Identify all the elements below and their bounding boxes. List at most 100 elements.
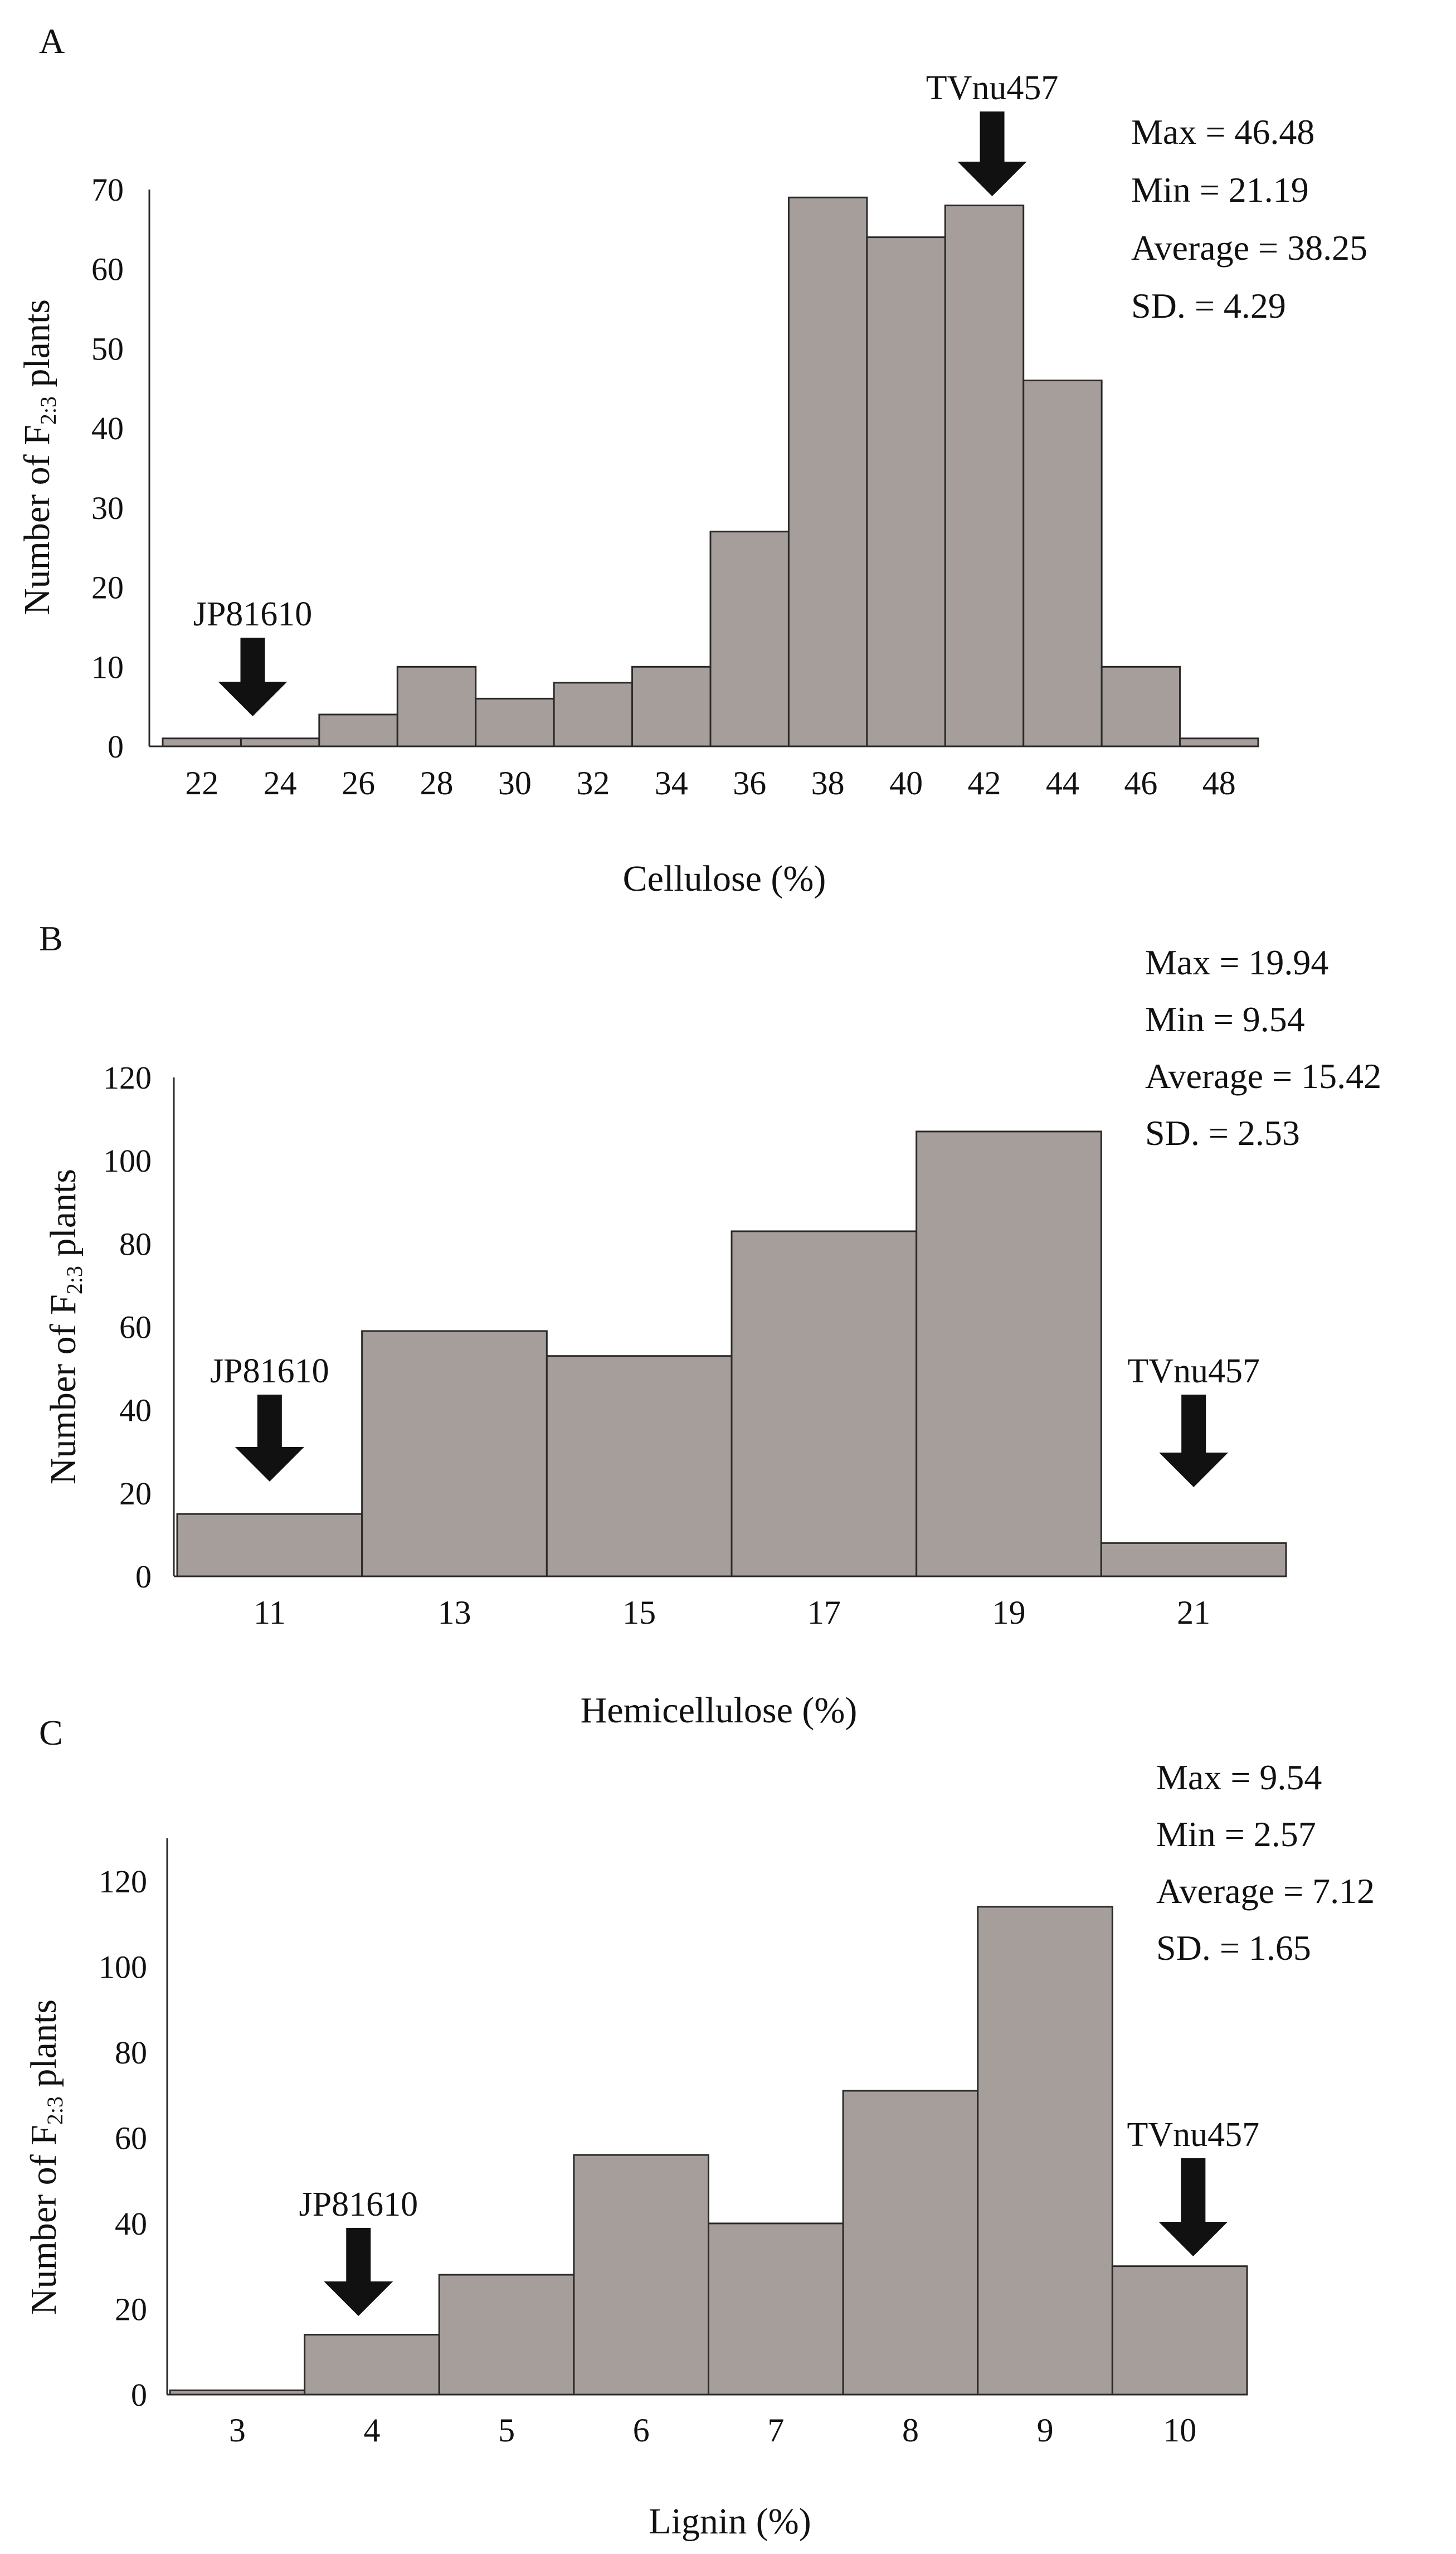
x-axis-label: Hemicellulose (%) xyxy=(581,1690,858,1731)
histogram-bar xyxy=(304,2334,440,2396)
histogram-bar xyxy=(176,1513,363,1577)
annotation-label: TVnu457 xyxy=(1127,2116,1260,2154)
histogram-bar xyxy=(553,682,634,747)
x-tick-label: 17 xyxy=(807,1594,841,1631)
y-tick-label: 100 xyxy=(103,1143,152,1179)
histogram-bar xyxy=(546,1355,733,1577)
histogram-bar xyxy=(787,196,868,747)
stats-line: Average = 7.12 xyxy=(1156,1871,1375,1911)
histogram-bar xyxy=(708,2222,844,2396)
histogram-bar xyxy=(240,737,320,747)
x-tick-label: 32 xyxy=(576,765,610,802)
down-arrow-icon xyxy=(1158,2158,1228,2256)
histogram-bar xyxy=(1022,380,1103,747)
y-tick-label: 60 xyxy=(115,2120,147,2156)
stats-line: SD. = 1.65 xyxy=(1156,1928,1311,1968)
x-tick-label: 38 xyxy=(811,765,845,802)
y-axis-label: Number of F2:3 plants xyxy=(17,299,61,615)
panel-label: C xyxy=(39,1713,63,1752)
x-tick-label: 26 xyxy=(342,765,375,802)
panel-label: B xyxy=(39,919,63,958)
stats-line: Max = 46.48 xyxy=(1131,112,1314,152)
down-arrow-icon xyxy=(218,638,288,716)
x-tick-label: 40 xyxy=(889,765,923,802)
stats-line: Max = 9.54 xyxy=(1156,1757,1322,1797)
panel-a: A 0 10 20 30 40 50 60 70 22 24 26 28 30 32 34 36 38 40 42 44… xyxy=(17,21,1367,899)
x-tick-label: 4 xyxy=(363,2412,380,2449)
y-tick-label: 70 xyxy=(91,172,124,208)
stats-line: Min = 9.54 xyxy=(1145,999,1305,1039)
x-tick-label: 8 xyxy=(902,2412,919,2449)
panel-label: A xyxy=(39,21,65,61)
histogram-bar xyxy=(709,531,790,747)
stats-line: Average = 15.42 xyxy=(1145,1056,1381,1096)
histogram-bar xyxy=(731,1230,918,1577)
panel-c: C 0 20 40 60 80 100 120 3 4 5 6 7 8 9 10 Lignin (%) Numbe… xyxy=(23,1713,1375,2542)
y-tick-label: 10 xyxy=(91,649,124,685)
stats-line: Average = 38.25 xyxy=(1131,228,1367,268)
x-tick-label: 44 xyxy=(1046,765,1079,802)
annotation-label: TVnu457 xyxy=(926,69,1059,107)
x-tick-label: 46 xyxy=(1124,765,1157,802)
y-tick-label: 40 xyxy=(91,410,124,446)
x-tick-label: 30 xyxy=(498,765,532,802)
histogram-bar xyxy=(318,713,398,747)
y-tick-label: 50 xyxy=(91,331,124,367)
down-arrow-icon xyxy=(324,2228,393,2316)
x-tick-label: 21 xyxy=(1177,1594,1210,1631)
annotation-jp81610: JP81610 xyxy=(210,1352,329,1482)
y-tick-label: 60 xyxy=(91,251,124,288)
down-arrow-icon xyxy=(957,111,1027,196)
histogram-bar xyxy=(361,1330,548,1577)
x-tick-label: 5 xyxy=(498,2412,515,2449)
x-tick-label: 42 xyxy=(968,765,1001,802)
y-axis-label: Number of F2:3 plants xyxy=(23,1999,67,2315)
x-tick-label: 34 xyxy=(655,765,688,802)
x-tick-label: 19 xyxy=(992,1594,1026,1631)
y-tick-label: 40 xyxy=(115,2206,147,2242)
histogram-bar xyxy=(944,205,1025,747)
annotation-jp81610: JP81610 xyxy=(193,595,313,716)
y-tick-label: 120 xyxy=(103,1060,152,1096)
y-tick-label: 60 xyxy=(119,1309,152,1346)
annotation-label: JP81610 xyxy=(210,1352,329,1390)
panel-b: B 0 20 40 60 80 100 120 11 13 15 17 19 21 Hemicellulos… xyxy=(39,919,1381,1731)
x-tick-label: 10 xyxy=(1163,2412,1196,2449)
histogram-bar xyxy=(631,666,712,747)
histogram-bar xyxy=(1179,737,1259,747)
annotation-label: TVnu457 xyxy=(1127,1352,1260,1390)
histogram-bar xyxy=(396,666,477,747)
y-tick-label: 20 xyxy=(91,570,124,606)
down-arrow-icon xyxy=(1159,1395,1229,1487)
y-tick-label: 30 xyxy=(91,490,124,526)
x-axis-label: Lignin (%) xyxy=(649,2501,811,2542)
annotation-label: JP81610 xyxy=(193,595,313,633)
histogram-bar xyxy=(842,2090,979,2396)
stats-line: SD. = 2.53 xyxy=(1145,1113,1300,1153)
x-tick-label: 28 xyxy=(420,765,454,802)
histogram-bar xyxy=(438,2274,575,2396)
x-tick-label: 22 xyxy=(185,765,218,802)
histogram-bar xyxy=(977,1906,1113,2396)
annotation-tvnu457: TVnu457 xyxy=(1127,2116,1260,2256)
histogram-bar xyxy=(573,2154,709,2396)
y-tick-label: 100 xyxy=(99,1949,147,1985)
stats-line: Min = 2.57 xyxy=(1156,1814,1316,1854)
x-tick-label: 36 xyxy=(733,765,766,802)
annotation-tvnu457: TVnu457 xyxy=(1127,1352,1260,1487)
y-tick-label: 0 xyxy=(131,2377,147,2413)
annotation-label: JP81610 xyxy=(299,2186,418,2223)
down-arrow-icon xyxy=(235,1395,304,1482)
histogram-bar xyxy=(1100,666,1181,747)
y-tick-label: 40 xyxy=(119,1392,152,1429)
y-tick-label: 120 xyxy=(99,1863,147,1900)
x-tick-label: 13 xyxy=(438,1594,471,1631)
x-tick-label: 15 xyxy=(622,1594,656,1631)
x-tick-label: 24 xyxy=(264,765,297,802)
x-tick-label: 6 xyxy=(633,2412,650,2449)
histogram-bar xyxy=(916,1130,1102,1577)
histogram-bar xyxy=(1111,2265,1248,2396)
x-tick-label: 48 xyxy=(1202,765,1236,802)
stats-line: SD. = 4.29 xyxy=(1131,286,1286,326)
